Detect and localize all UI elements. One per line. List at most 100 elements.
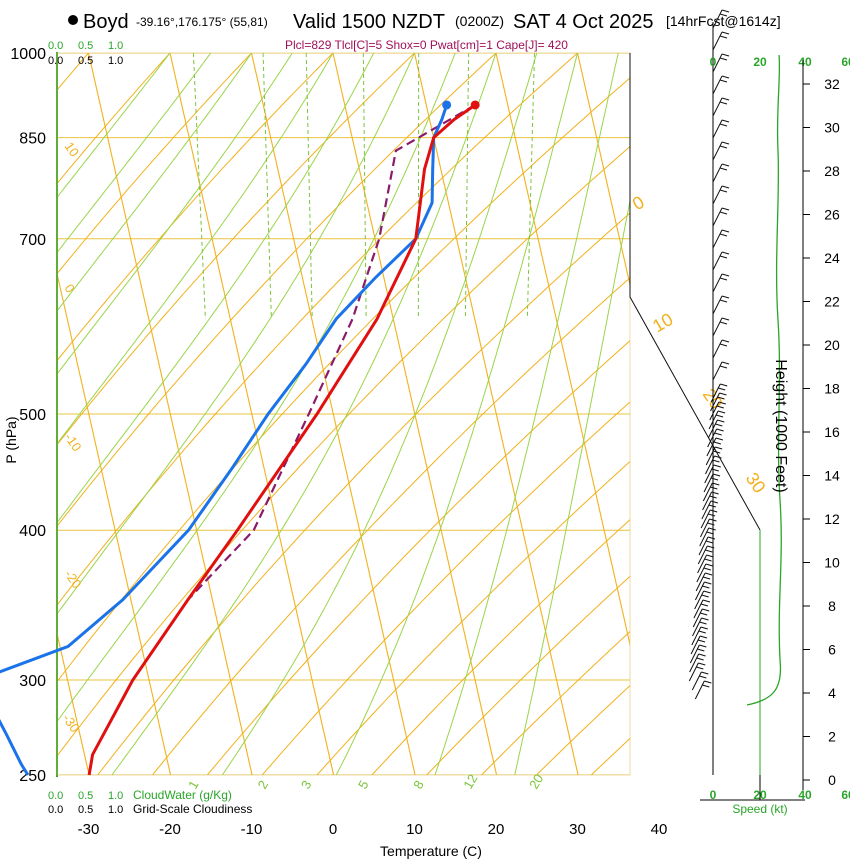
- wind-barb-staff: [688, 662, 699, 682]
- height-axis-label: Height (1000 Feet): [772, 359, 789, 492]
- dry-adiabat: [57, 53, 579, 606]
- x-tick-label: -10: [241, 821, 263, 838]
- wind-barb: [712, 229, 730, 249]
- wind-barb-flag: [699, 621, 707, 625]
- wind-barb-staff: [694, 680, 705, 700]
- dry-adiabat: [206, 340, 630, 775]
- wind-barb-flag: [719, 79, 728, 83]
- wind-barb: [689, 644, 707, 664]
- wind-barb-flag: [708, 513, 716, 517]
- wind-barb-staff: [699, 527, 710, 547]
- mixing-ratio-label: 3: [298, 778, 315, 792]
- wind-barb-staff: [712, 119, 723, 139]
- wind-barb: [703, 473, 721, 493]
- isotherm-line: [250, 53, 416, 775]
- wind-barb: [701, 500, 719, 520]
- wind-barb-staff: [694, 581, 705, 601]
- wind-barb: [705, 455, 722, 475]
- wind-barb-staff: [712, 339, 723, 359]
- dry-adiabat: [371, 518, 630, 775]
- wind-barb-flag: [700, 612, 708, 616]
- wind-barb-flag: [721, 97, 730, 101]
- wind-barb-flag: [711, 491, 719, 495]
- wind-barb-staff: [707, 419, 718, 439]
- moist-adiabat: [514, 198, 630, 775]
- wind-barb-staff: [708, 410, 719, 430]
- wind-barb-staff: [706, 437, 717, 457]
- wind-barb-staff: [712, 185, 723, 205]
- wind-barb: [699, 518, 717, 538]
- wind-barb-flag: [712, 482, 720, 486]
- mixing-ratio-label: 20: [526, 771, 546, 791]
- wind-barb-staff: [710, 392, 720, 412]
- cloud-scale-label: 0.0: [48, 804, 63, 816]
- height-tick-label: 8: [828, 598, 836, 614]
- moist-adiabat: [57, 53, 252, 312]
- wind-barb-flag: [714, 432, 722, 436]
- wind-barb-flag: [715, 423, 723, 427]
- wind-barb: [690, 635, 708, 655]
- wind-barb: [712, 97, 730, 117]
- cloud-scale-label: 0.5: [78, 40, 93, 52]
- wind-barb-staff: [709, 401, 720, 421]
- cloud-scale-label: 0.5: [78, 804, 93, 816]
- wind-barb-flag: [696, 666, 704, 670]
- wind-barb: [691, 671, 709, 691]
- cloudwater-label: CloudWater (g/Kg): [133, 788, 232, 802]
- wind-barb: [712, 251, 730, 271]
- wind-barb-staff: [702, 482, 713, 502]
- wind-barb: [697, 554, 714, 574]
- wind-barb-flag: [701, 671, 709, 675]
- wind-barb-flag: [703, 567, 711, 571]
- moist-adiabat: [335, 53, 578, 775]
- wind-barb: [702, 491, 719, 511]
- moist-adiabat: [57, 53, 171, 199]
- speed-tick-label: 40: [798, 788, 812, 802]
- wind-barb-flag: [717, 410, 726, 414]
- speed-tick-label: 0: [710, 788, 717, 802]
- wind-barb-flag: [705, 540, 714, 544]
- wind-barb-staff: [691, 626, 702, 646]
- valid-date: SAT 4 Oct 2025: [513, 11, 653, 33]
- cloud-scale-label: 1.0: [108, 40, 123, 52]
- moist-adiabat: [111, 53, 497, 775]
- wind-barb-staff: [712, 75, 723, 95]
- wind-barb-staff: [698, 536, 709, 556]
- wind-barb-flag: [715, 446, 723, 450]
- cloud-scale-label: 0.5: [78, 790, 93, 802]
- cloud-scale-label: 1.0: [108, 55, 123, 67]
- wind-barb: [712, 339, 730, 359]
- wind-barb-flag: [721, 361, 730, 365]
- speed-axis-label: Speed (kt): [732, 802, 787, 816]
- moist-adiabat: [57, 53, 293, 375]
- height-tick-label: 28: [824, 163, 840, 179]
- dry-adiabat: [57, 53, 90, 91]
- wind-barb-flag: [710, 486, 718, 490]
- mixing-ratio-line: [305, 53, 313, 320]
- wind-barb-staff: [712, 273, 723, 293]
- wind-barb-flag: [697, 639, 706, 643]
- speed-tick-label: 40: [798, 55, 812, 69]
- mixing-ratio-label: 8: [410, 778, 427, 792]
- wind-barb: [712, 317, 730, 337]
- wind-barb-flag: [720, 383, 728, 387]
- valid-utc: (0200Z): [455, 13, 504, 29]
- speed-tick-label: 20: [753, 55, 767, 69]
- height-tick-label: 6: [828, 642, 836, 658]
- wind-barb-flag: [718, 387, 726, 391]
- wind-barb-flag: [704, 581, 712, 585]
- x-tick-label: -20: [159, 821, 181, 838]
- wind-barb-flag: [713, 450, 721, 454]
- wind-barb-flag: [717, 396, 725, 400]
- wind-barb-flag: [699, 635, 708, 639]
- wind-barb-flag: [719, 123, 728, 127]
- wind-barb-flag: [704, 680, 712, 684]
- height-tick-label: 22: [824, 294, 840, 310]
- mixing-ratio-line: [192, 53, 206, 320]
- wind-barb: [712, 119, 730, 139]
- wind-barb-staff: [712, 9, 723, 29]
- wind-barb-staff: [693, 599, 704, 619]
- wind-barb: [691, 626, 708, 646]
- wind-barb-flag: [699, 675, 707, 679]
- wind-barb-flag: [721, 9, 730, 13]
